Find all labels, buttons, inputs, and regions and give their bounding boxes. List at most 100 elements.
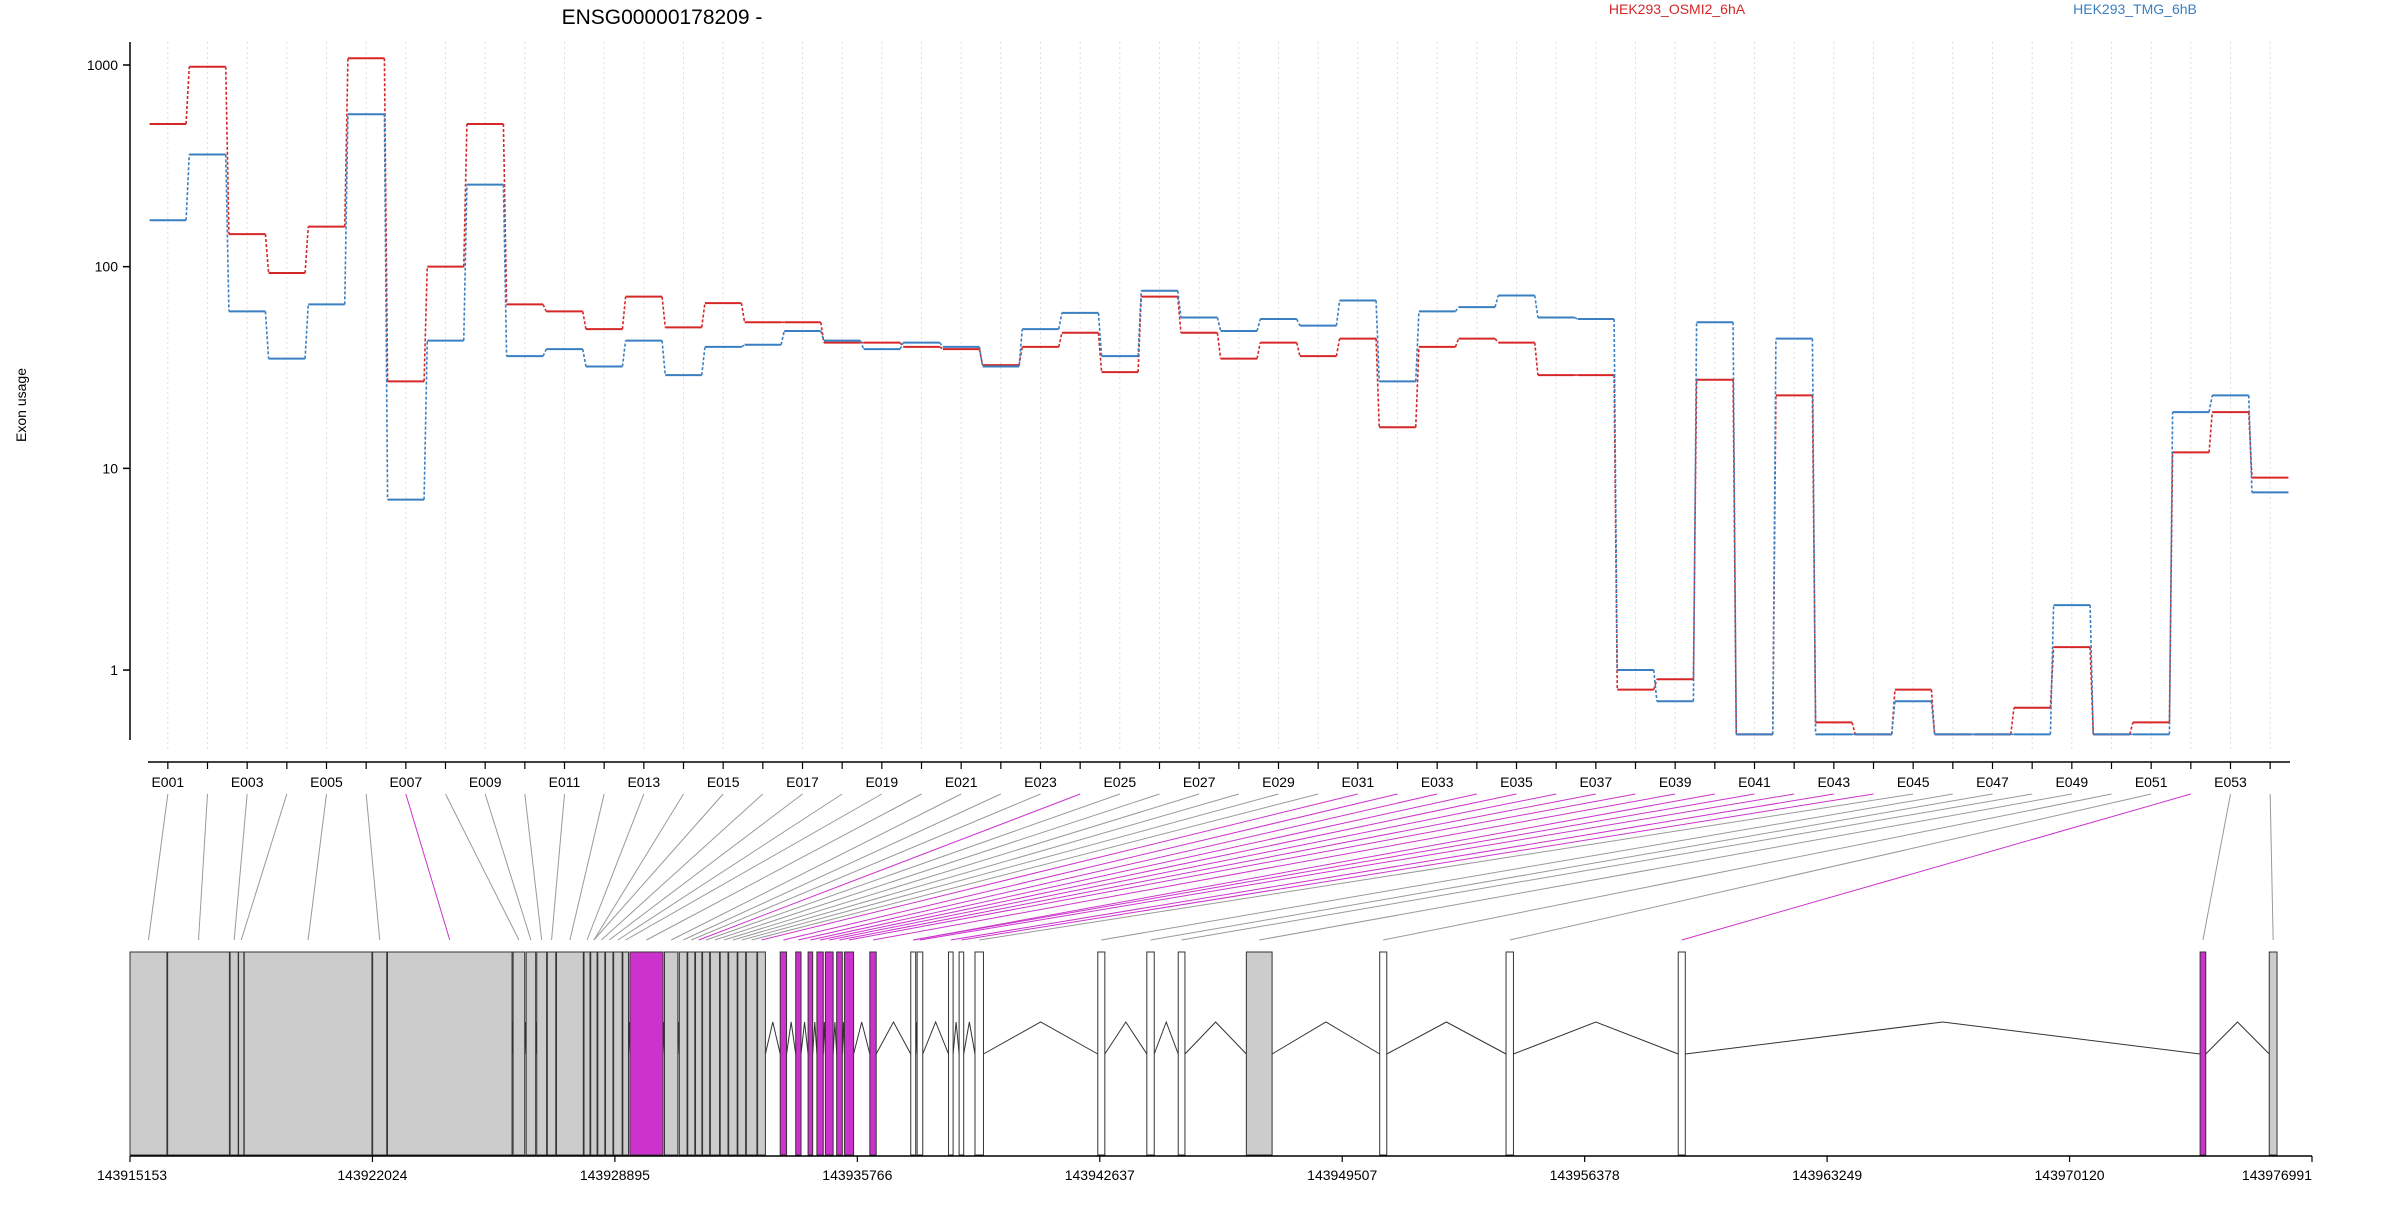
exon-region (824, 951, 834, 1156)
exon-connector (961, 793, 1874, 941)
exon-connector (551, 793, 565, 941)
series-join (859, 340, 865, 350)
exon-connector (1181, 793, 2033, 941)
exon-region (678, 951, 688, 1156)
y-axis-label: Exon usage (13, 368, 29, 442)
legend-label-series-2: HEK293_TMG_6hB (2073, 1, 2197, 17)
series-join (1494, 295, 1500, 308)
x-tick-label: E033 (1421, 774, 1454, 790)
exon-connector (569, 793, 605, 941)
exon-connector (741, 793, 1279, 941)
x-tick-label: E045 (1897, 774, 1930, 790)
series-join (978, 346, 984, 367)
exon-region (386, 951, 513, 1156)
y-tick-label: 100 (95, 259, 119, 275)
series-join (304, 304, 310, 359)
exon-connector (1681, 793, 2191, 941)
exon-connector (810, 793, 1477, 941)
x-tick-label: E007 (389, 774, 422, 790)
series-join (621, 296, 627, 330)
intron (1153, 1020, 1179, 1055)
series-join (1652, 679, 1658, 690)
series-join (264, 311, 270, 359)
series-join (1574, 316, 1578, 320)
exon-connector (240, 793, 288, 941)
exon-connectors (147, 793, 2274, 941)
exon-connector (691, 793, 1041, 941)
series-join (2208, 395, 2214, 413)
exon-region (687, 951, 696, 1156)
exon-region (512, 951, 526, 1156)
exon-connector (1101, 793, 1953, 941)
intron (922, 1020, 949, 1055)
exon-connector (2202, 793, 2231, 941)
intron (764, 1021, 781, 1055)
exon-connector (1509, 793, 2152, 941)
series-join (1811, 395, 1817, 723)
x-tick-label: E005 (310, 774, 343, 790)
x-tick-label: E009 (469, 774, 502, 790)
exon-region (1677, 951, 1686, 1156)
exon-connector (1383, 793, 2112, 941)
exon-connector (732, 793, 1239, 941)
series-join (1256, 318, 1262, 332)
series-join (1771, 338, 1777, 735)
exon-gridlines (167, 42, 2271, 752)
x-tick-label: E047 (1976, 774, 2009, 790)
series-join (1454, 306, 1460, 312)
exon-region (372, 951, 388, 1156)
series-1 (149, 57, 2289, 736)
exon-region (702, 951, 711, 1156)
legend-label-series-1: HEK293_OSMI2_6hA (1609, 1, 1746, 17)
series-join (1692, 322, 1698, 702)
series-join (542, 348, 547, 357)
series-join (939, 342, 944, 348)
exon-region (622, 951, 629, 1156)
x-tick-label: E027 (1183, 774, 1216, 790)
series-join (1732, 322, 1738, 735)
exon-connector (198, 793, 208, 941)
series-join (462, 184, 468, 341)
x-tick-label: E013 (627, 774, 660, 790)
exon-connector (2269, 793, 2274, 941)
intron (2205, 1021, 2270, 1055)
exon-region (974, 951, 984, 1156)
y-tick-label: 1000 (87, 57, 118, 73)
x-tick-label: E053 (2214, 774, 2247, 790)
series-join (1652, 669, 1658, 702)
exon-region (948, 951, 954, 1156)
exon-region (843, 951, 855, 1156)
exon-region (663, 951, 679, 1156)
x-tick-label: E017 (786, 774, 819, 790)
exon-connector (445, 793, 520, 941)
exon-region (613, 951, 623, 1156)
exon-connector (798, 793, 1438, 941)
intron (1513, 1021, 1679, 1055)
series-join (1176, 290, 1182, 318)
exon-connector (950, 793, 1834, 941)
series-join (2089, 605, 2095, 735)
series-join (1018, 346, 1024, 366)
axes: 1 10 100 1000 E001 E003 E005 E007 E009 E011 E013 E0… (87, 42, 2290, 790)
series-join (224, 66, 230, 235)
series-join (1811, 338, 1817, 735)
series-join (1295, 342, 1301, 357)
series-2 (149, 113, 2289, 736)
series-join (264, 234, 270, 274)
series-join (740, 344, 746, 348)
exon-connector (919, 793, 1795, 941)
genomic-tick-label: 143970120 (2035, 1167, 2105, 1183)
x-tick-label: E049 (2055, 774, 2088, 790)
exon-region (869, 951, 877, 1156)
exon-connector (979, 793, 1914, 941)
exon-region (719, 951, 729, 1156)
series-join (2089, 647, 2095, 735)
exon-region (1505, 951, 1514, 1156)
exon-region (597, 951, 606, 1156)
exon-connector (848, 793, 1636, 941)
gene-model: 143915153 143922024 143928895 143935766 1439… (97, 951, 2313, 1183)
series-join (343, 114, 349, 305)
genomic-tick-label: 143949507 (1307, 1167, 1377, 1183)
exon-connector (723, 793, 1200, 941)
